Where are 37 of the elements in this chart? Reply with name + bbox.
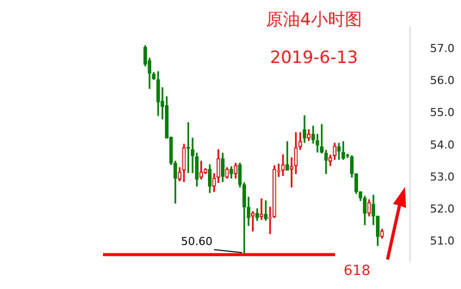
- y-tick-label: 57.0: [430, 42, 454, 55]
- candlestick: [316, 134, 320, 152]
- y-tick-label: 52.0: [430, 202, 454, 216]
- y-tick-label: 51.0: [430, 234, 454, 248]
- candlestick: [281, 154, 285, 176]
- candlestick: [302, 115, 306, 143]
- candlestick: [376, 216, 380, 246]
- candlestick: [380, 228, 384, 239]
- candlestick: [216, 149, 220, 183]
- candlestick: [362, 196, 367, 226]
- candlestick: [225, 167, 229, 178]
- candlestick: [268, 206, 272, 234]
- candlestick: [346, 154, 350, 158]
- y-tick-label: 54.0: [430, 138, 454, 152]
- candlestick: [195, 152, 199, 187]
- candlestick: [251, 211, 255, 232]
- candlestick: [204, 168, 208, 174]
- candlestick: [367, 199, 371, 216]
- candlestick: [156, 71, 160, 116]
- candlestick: [260, 198, 264, 220]
- candlestick: [220, 152, 225, 182]
- candlestick: [332, 142, 336, 160]
- candlestick: [272, 165, 276, 218]
- candlestick: [337, 142, 341, 160]
- candlestick: [190, 138, 194, 174]
- chart-title: 原油4小时图: [266, 9, 362, 31]
- annotation: 50.60: [181, 234, 212, 248]
- y-tick-label: 53.0: [430, 170, 454, 184]
- candlestick: [178, 167, 182, 182]
- y-tick-label: 56.0: [430, 74, 454, 88]
- candlestick: [294, 132, 298, 174]
- candlestick: [298, 132, 302, 150]
- y-tick-label: 55.0: [430, 106, 454, 120]
- candlestick: [182, 144, 186, 182]
- text: 2019-6-13: [270, 48, 358, 68]
- text: 618: [344, 263, 370, 279]
- candlestick: [199, 160, 204, 180]
